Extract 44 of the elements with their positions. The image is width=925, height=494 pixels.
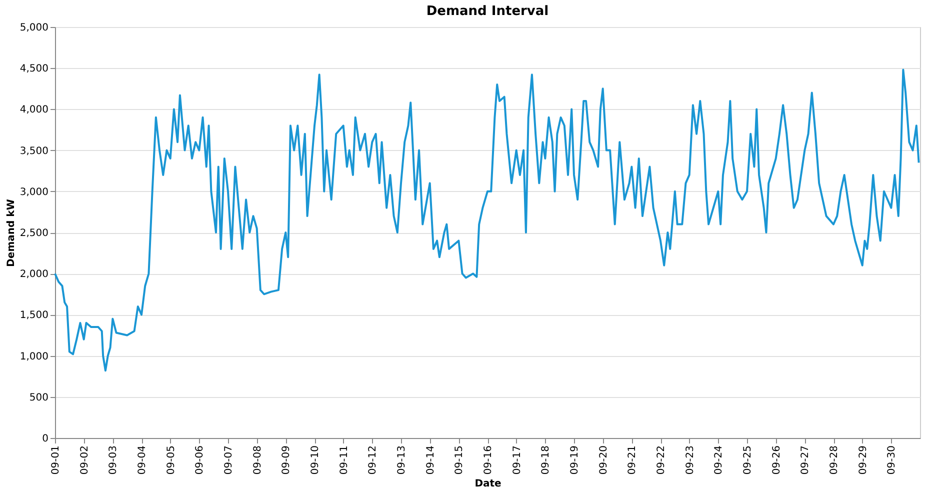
x-tick-label: 09-16 xyxy=(483,446,494,475)
x-tick-label: 09-25 xyxy=(742,446,754,475)
x-axis-title: Date xyxy=(474,478,502,490)
y-tick-label: 1,500 xyxy=(20,310,48,322)
x-tick-label: 09-03 xyxy=(108,446,120,475)
x-tick-label: 09-27 xyxy=(800,446,812,475)
chart-title: Demand Interval xyxy=(426,4,549,19)
y-tick-label: 2,000 xyxy=(20,269,48,280)
y-tick-label: 4,000 xyxy=(20,104,48,116)
x-tick-label: 09-23 xyxy=(684,446,696,475)
x-tick-label: 09-15 xyxy=(454,446,466,475)
x-tick-label: 09-17 xyxy=(512,446,523,475)
x-tick-label: 09-09 xyxy=(281,446,292,475)
y-tick-label: 1,000 xyxy=(20,351,48,362)
x-tick-label: 09-21 xyxy=(627,446,638,475)
x-tick-label: 09-29 xyxy=(858,446,869,475)
x-tick-label: 09-12 xyxy=(368,446,379,475)
y-tick-label: 0 xyxy=(42,434,48,444)
x-tick-label: 09-04 xyxy=(137,446,148,475)
y-tick-label: 5,000 xyxy=(20,22,48,34)
x-tick-label: 09-26 xyxy=(771,446,782,475)
x-tick-label: 09-28 xyxy=(829,446,840,475)
x-tick-label: 09-11 xyxy=(338,446,350,475)
y-tick-label: 2,500 xyxy=(20,228,48,239)
x-tick-label: 09-08 xyxy=(252,446,264,475)
x-tick-label: 09-14 xyxy=(425,446,436,475)
x-tick-label: 09-19 xyxy=(570,446,580,475)
y-axis-title: Demand kW xyxy=(6,199,17,267)
x-tick-label: 09-30 xyxy=(886,446,898,475)
x-tick-label: 09-05 xyxy=(166,446,177,475)
x-tick-label: 09-24 xyxy=(714,446,725,475)
x-tick-label: 09-13 xyxy=(396,446,408,475)
y-tick-label: 3,500 xyxy=(20,146,48,157)
x-tick-label: 09-10 xyxy=(310,446,321,475)
x-tick-label: 09-06 xyxy=(194,446,206,475)
x-tick-label: 09-18 xyxy=(540,446,552,475)
x-tick-label: 09-07 xyxy=(224,446,234,475)
x-tick-label: 09-20 xyxy=(598,446,610,475)
x-tick-label: 09-22 xyxy=(656,446,667,475)
x-tick-label: 09-01 xyxy=(50,446,62,475)
y-tick-label: 4,500 xyxy=(20,64,48,75)
x-tick-label: 09-02 xyxy=(79,446,90,475)
y-tick-label: 500 xyxy=(29,392,48,404)
y-tick-label: 3,000 xyxy=(20,186,48,198)
